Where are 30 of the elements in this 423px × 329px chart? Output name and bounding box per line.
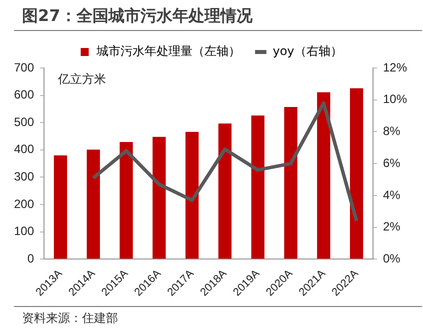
y2-tick-label: 12% <box>382 60 408 74</box>
bar <box>86 150 100 259</box>
y2-tick-label: 6% <box>382 156 401 170</box>
bar <box>120 142 133 259</box>
y2-tick-label: 10% <box>382 92 408 106</box>
y-tick-label: 400 <box>14 142 34 156</box>
text: 资料来源：住建部 <box>22 310 118 327</box>
legend-label: 城市污水年处理量（左轴） <box>96 44 241 58</box>
bar <box>350 88 364 259</box>
y-tick-label: 300 <box>14 170 34 184</box>
y-tick-label: 600 <box>14 88 34 102</box>
y2-tick-label: 8% <box>382 124 401 138</box>
y2-tick-label: 4% <box>382 188 401 202</box>
bar <box>54 155 68 259</box>
y2-tick-label: 0% <box>382 251 401 266</box>
y-tick-label: 0 <box>27 251 34 266</box>
y-tick-label: 100 <box>14 224 34 238</box>
y2-tick-label: 2% <box>382 220 401 234</box>
y-tick-label: 500 <box>14 114 34 129</box>
bar <box>317 92 330 259</box>
bar <box>218 123 232 259</box>
bar <box>185 132 199 259</box>
bar <box>284 107 298 259</box>
y-tick-label: 200 <box>14 196 34 211</box>
chart-title: 图27：全国城市污水年处理情况 <box>22 6 252 27</box>
bar <box>251 116 264 259</box>
legend-label: yoy（右轴） <box>272 44 342 58</box>
bar <box>152 136 166 259</box>
y-tick-label: 700 <box>14 60 34 74</box>
y-axis-title: 亿立方米 <box>57 72 106 86</box>
